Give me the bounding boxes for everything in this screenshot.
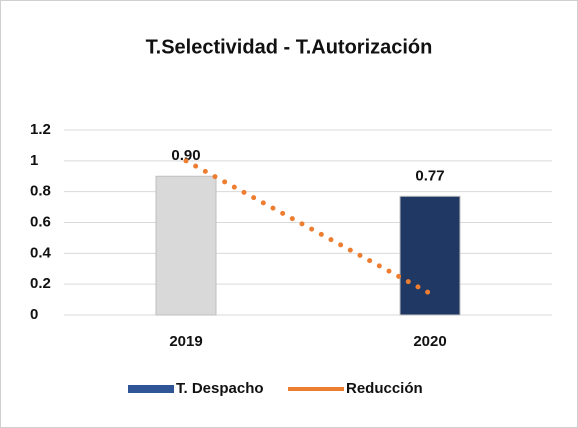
data-label: 0.77 bbox=[415, 167, 444, 184]
chart-title: T.Selectividad - T.Autorización bbox=[146, 36, 433, 58]
x-tick-label: 2019 bbox=[169, 333, 202, 350]
y-tick-label: 0.2 bbox=[30, 275, 51, 292]
y-tick-label: 0 bbox=[30, 306, 38, 323]
y-tick-label: 1.2 bbox=[30, 121, 51, 138]
y-tick-label: 0.8 bbox=[30, 183, 51, 200]
legend-label: Reducción bbox=[346, 380, 423, 397]
y-tick-label: 0.4 bbox=[30, 244, 52, 261]
y-tick-label: 0.6 bbox=[30, 213, 51, 230]
data-label: 0.90 bbox=[171, 147, 200, 164]
line-series bbox=[183, 158, 433, 296]
legend-label: T. Despacho bbox=[176, 380, 264, 397]
x-tick-label: 2020 bbox=[413, 333, 446, 350]
legend-swatch bbox=[128, 385, 174, 393]
bar bbox=[399, 195, 461, 316]
bar bbox=[155, 175, 217, 316]
y-tick-label: 1 bbox=[30, 152, 38, 169]
